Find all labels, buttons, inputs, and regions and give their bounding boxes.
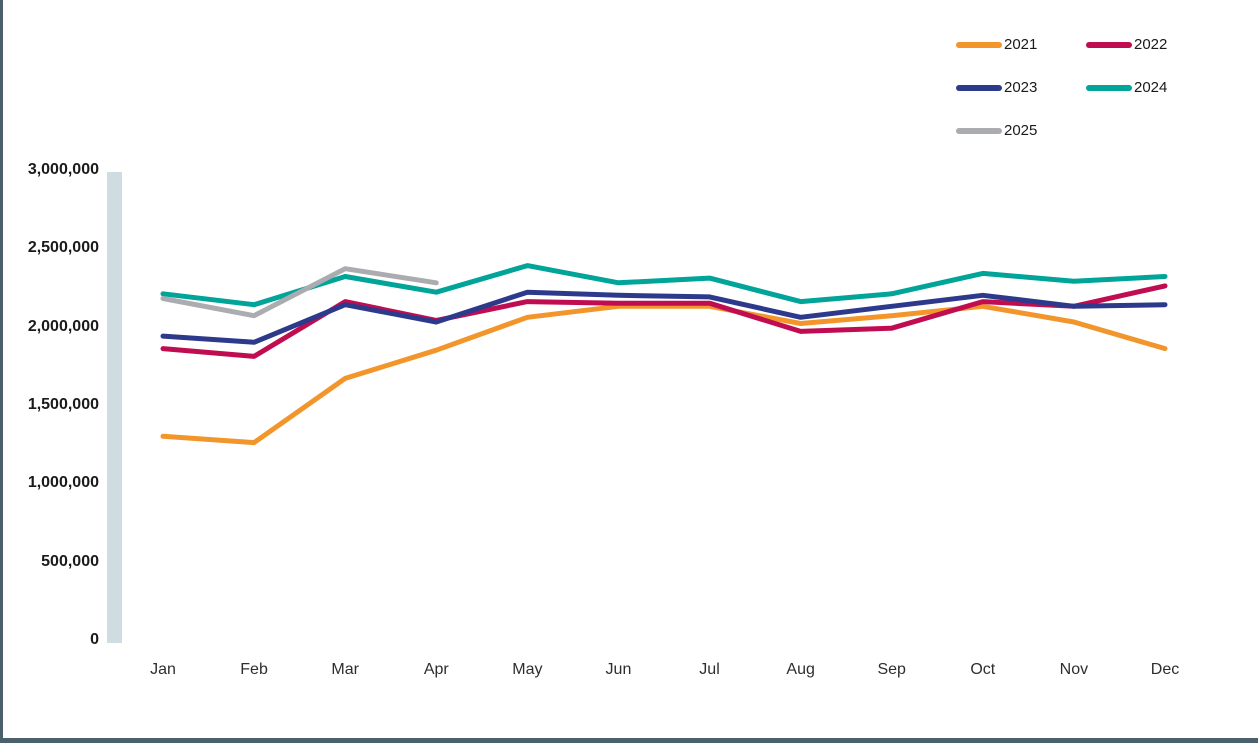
legend-label: 2021 (1004, 36, 1038, 53)
legend-swatch-icon (1086, 41, 1132, 48)
x-tick-label-may: May (512, 661, 543, 678)
y-tick-label: 3,000,000 (27, 161, 99, 178)
x-tick-label-nov: Nov (1059, 661, 1089, 678)
legend-label: 2023 (1004, 79, 1038, 96)
y-tick-label: 1,000,000 (27, 474, 99, 492)
y-tick-label: 500,000 (41, 552, 99, 570)
legend-item-2025: 2025 (956, 122, 1086, 139)
x-tick-label-jul: Jul (699, 661, 720, 678)
x-tick-label-mar: Mar (331, 661, 359, 678)
legend-swatch-icon (956, 41, 1002, 48)
legend-item-2021: 2021 (956, 36, 1086, 53)
x-tick-label-jan: Jan (150, 661, 176, 678)
legend-swatch-icon (956, 84, 1002, 91)
y-tick-label: 2,000,000 (27, 317, 99, 335)
x-tick-label-apr: Apr (423, 661, 449, 678)
y-tick-label: 2,500,000 (27, 239, 99, 257)
series-line-2023 (160, 289, 1168, 345)
x-tick-label-jun: Jun (605, 661, 632, 678)
chart-legend: 2021 2022 2023 2024 2025 (956, 36, 1216, 139)
series-line-2024 (160, 263, 1168, 308)
legend-item-2023: 2023 (956, 79, 1086, 96)
x-tick-label-aug: Aug (786, 661, 815, 678)
legend-swatch-icon (1086, 84, 1132, 91)
legend-label: 2024 (1134, 79, 1168, 96)
legend-item-2024: 2024 (1086, 79, 1216, 96)
legend-swatch-icon (956, 127, 1002, 134)
series-line-2022 (160, 283, 1168, 359)
x-tick-label-sep: Sep (877, 661, 906, 678)
x-tick-label-dec: Dec (1150, 661, 1180, 678)
y-tick-label: 1,500,000 (27, 396, 99, 413)
legend-label: 2025 (1004, 122, 1038, 139)
legend-label: 2022 (1134, 36, 1168, 53)
y-tick-label: 0 (90, 631, 99, 648)
x-tick-label-feb: Feb (240, 661, 268, 678)
x-tick-label-oct: Oct (970, 661, 996, 678)
y-axis-bar (107, 172, 122, 643)
series-line-2021 (160, 303, 1168, 446)
legend-item-2022: 2022 (1086, 36, 1216, 53)
series-line-2025 (160, 266, 439, 319)
